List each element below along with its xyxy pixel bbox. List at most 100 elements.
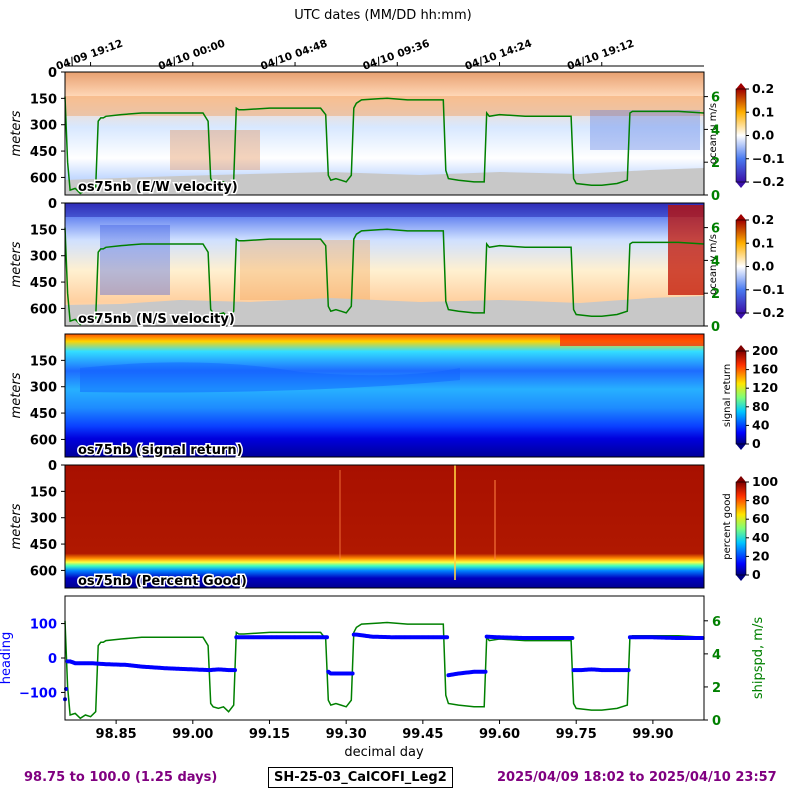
depth-tick-label: 150 xyxy=(30,485,57,500)
colorbar-tick-label: 120 xyxy=(752,380,778,395)
ew-warm-patch xyxy=(170,130,260,170)
ns-red-patch xyxy=(668,205,704,295)
depth-tick-label: 600 xyxy=(30,171,57,186)
speed-tick-label: 0 xyxy=(711,189,720,204)
x-tick-label: 99.45 xyxy=(402,727,443,742)
pg-panel-label: os75nb (Percent Good) xyxy=(78,574,247,589)
panel-ns-velocity: os75nb (N/S velocity) xyxy=(64,202,705,329)
bottom-axes: 98.85 99.00 99.15 99.30 99.45 99.60 99.75 99.90… xyxy=(19,615,721,742)
x-tick-label: 99.60 xyxy=(479,727,520,742)
shipspd-tick-label: 2 xyxy=(712,681,721,696)
ship-speed-line xyxy=(64,620,705,720)
top-date-axis: 04/09 19:12 04/10 00:00 04/10 04:48 04/10 0… xyxy=(55,38,704,73)
top-axis-title: UTC dates (MM/DD hh:mm) xyxy=(294,8,471,23)
depth-tick-label: 450 xyxy=(30,145,57,160)
colorbar-tick-label: 0.1 xyxy=(752,104,774,119)
colorbar-label: percent good xyxy=(722,493,733,559)
depth-tick-label: 600 xyxy=(30,302,57,317)
heading-plot-area xyxy=(65,596,704,720)
ew-ship-speed-line xyxy=(64,96,705,195)
colorbar-tick-label: 80 xyxy=(752,493,770,508)
depth-tick-label: 150 xyxy=(30,223,57,238)
speed-axes: 6 4 2 0 6 4 2 0 xyxy=(704,91,720,335)
colorbar-label: ocean v m/s xyxy=(708,234,719,295)
x-tick-label: 98.85 xyxy=(96,727,137,742)
shipspd-tick-label: 0 xyxy=(712,714,721,729)
heading-ylabel: heading xyxy=(0,632,14,685)
depth-tick-label: 450 xyxy=(30,276,57,291)
colorbar-label: ocean u m/s xyxy=(708,103,719,164)
ns-panel-label: os75nb (N/S velocity) xyxy=(78,312,235,327)
colorbar-tick-label: 40 xyxy=(752,417,770,432)
x-tick-label: 99.90 xyxy=(632,727,673,742)
colorbar xyxy=(735,88,747,183)
top-tick-label: 04/10 04:48 xyxy=(259,38,329,73)
ew-warm-band xyxy=(65,96,704,116)
heading-tick-label: 0 xyxy=(48,652,57,667)
depth-tick-label: 300 xyxy=(30,381,57,396)
depth-axis-label: meters xyxy=(9,110,24,156)
depth-tick-label: 0 xyxy=(48,197,57,212)
colorbar-tick-label: 0.1 xyxy=(752,235,774,250)
panel-signal-return: os75nb (signal return) xyxy=(64,333,705,460)
top-tick-label: 04/10 09:36 xyxy=(361,38,431,73)
signal-cyan-lobe xyxy=(80,362,460,393)
ew-bottom-mask xyxy=(65,168,704,195)
colorbar-tick-label: 20 xyxy=(752,548,770,563)
speed-tick-label: 2 xyxy=(711,287,720,302)
depth-axis-label: meters xyxy=(9,241,24,287)
ew-panel-label: os75nb (E/W velocity) xyxy=(78,180,238,195)
footer-utc-range: 2025/04/09 18:02 to 2025/04/10 23:57 xyxy=(497,770,777,785)
colorbar-tick-label: 0 xyxy=(752,567,761,582)
depth-axis-label: meters xyxy=(9,503,24,549)
colorbar-tick-label: 60 xyxy=(752,511,770,526)
colorbar-tick-label: 0.2 xyxy=(752,81,774,96)
heading-point xyxy=(483,669,488,674)
top-tick-label: 04/10 14:24 xyxy=(463,38,533,73)
bottom-xlabel: decimal day xyxy=(344,745,424,760)
heading-point xyxy=(325,635,329,640)
heading-point xyxy=(350,671,355,676)
colorbar-tick-label: 0 xyxy=(752,436,761,451)
heading-tick-label: 100 xyxy=(30,618,57,633)
x-tick-label: 99.15 xyxy=(249,727,290,742)
colorbar xyxy=(735,481,747,576)
depth-tick-label: 300 xyxy=(30,250,57,265)
heading-tick-label: −100 xyxy=(19,686,57,701)
colorbar-tick-label: 0.0 xyxy=(752,259,774,274)
top-tick-label: 04/09 19:12 xyxy=(55,38,125,73)
signal-panel-label: os75nb (signal return) xyxy=(78,443,243,458)
x-tick-label: 99.00 xyxy=(172,727,213,742)
ew-cool-patch xyxy=(590,110,700,150)
colorbar-tick-label: −0.1 xyxy=(752,282,785,297)
depth-tick-label: 150 xyxy=(30,354,57,369)
ns-ship-speed-line xyxy=(64,227,705,326)
colorbar-tick-label: 80 xyxy=(752,399,770,414)
depth-tick-label: 450 xyxy=(30,407,57,422)
signal-red-top xyxy=(560,334,704,346)
colorbar-tick-label: −0.2 xyxy=(752,305,785,320)
speed-tick-label: 4 xyxy=(711,123,720,138)
speed-tick-label: 0 xyxy=(711,320,720,335)
shipspd-tick-label: 6 xyxy=(712,615,721,630)
percent-good-field xyxy=(65,465,704,588)
ns-orange-patch xyxy=(240,240,370,300)
heading-point xyxy=(570,636,575,640)
panel-percent-good: os75nb (Percent Good) xyxy=(64,464,705,591)
depth-tick-label: 450 xyxy=(30,538,57,553)
depth-tick-label: 150 xyxy=(30,92,57,107)
depth-tick-label: 300 xyxy=(30,119,57,134)
x-tick-label: 99.75 xyxy=(556,727,597,742)
colorbar-label: signal return xyxy=(722,364,733,427)
speed-tick-label: 6 xyxy=(711,91,720,106)
depth-tick-label: 300 xyxy=(30,512,57,527)
shipspd-tick-label: 4 xyxy=(712,648,721,663)
colorbar-tick-label: 160 xyxy=(752,362,778,377)
colorbar-tick-label: −0.1 xyxy=(752,151,785,166)
top-tick-label: 04/10 00:00 xyxy=(157,38,227,73)
footer-cruise-id: SH-25-03_CalCOFI_Leg2 xyxy=(268,767,453,788)
heading-series xyxy=(63,632,705,702)
ns-blue-patch xyxy=(100,225,170,295)
depth-tick-label: 600 xyxy=(30,564,57,579)
